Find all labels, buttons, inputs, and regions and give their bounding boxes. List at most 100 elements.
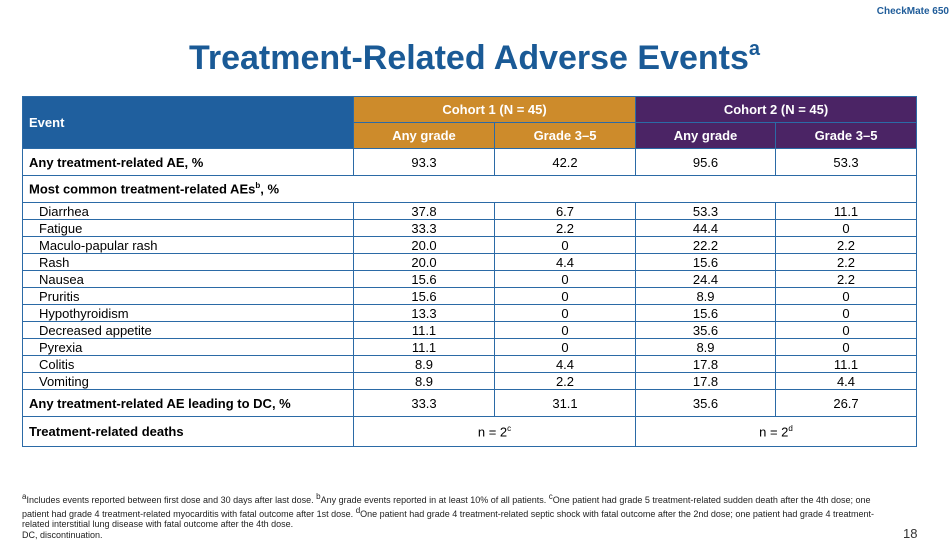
table-cell: 0: [494, 287, 636, 305]
footnote-mark: b: [255, 181, 261, 191]
row-label: Hypothyroidism: [22, 304, 354, 322]
table-cell: 8.9: [353, 372, 495, 390]
study-tag: CheckMate 650: [876, 6, 949, 17]
table-cell: 15.6: [353, 287, 495, 305]
table-cell: 8.9: [353, 355, 495, 373]
cohort2-header: Cohort 2 (N = 45): [635, 96, 917, 123]
table-cell: 37.8: [353, 202, 495, 220]
table-cell: 0: [494, 270, 636, 288]
page-title: Treatment-Related Adverse Eventsa: [0, 38, 949, 78]
table-row-any-trae: Any treatment-related AE, % 93.3 42.2 95…: [22, 148, 917, 176]
abbreviation-line: DC, discontinuation.: [22, 529, 103, 540]
table-row-dc: Any treatment-related AE leading to DC, …: [22, 389, 917, 417]
table-row-deaths: Treatment-related deaths n = 2c n = 2d: [22, 416, 917, 447]
cohort2-deaths-value: n = 2: [759, 424, 789, 440]
table-cell: 53.3: [775, 148, 917, 176]
footnote-c-mark: c: [548, 492, 553, 501]
table-cell: 4.4: [494, 355, 636, 373]
table-cell: 20.0: [353, 236, 495, 254]
footnote-b-text: Any grade events reported in at least 10…: [320, 495, 547, 505]
table-cell: 35.6: [635, 321, 776, 339]
adverse-events-table: Event Cohort 1 (N = 45) Cohort 2 (N = 45…: [22, 96, 917, 447]
table-cell: 8.9: [635, 287, 776, 305]
table-row: Maculo-papular rash 20.0 0 22.2 2.2: [22, 236, 917, 254]
table-cell: 2.2: [494, 219, 636, 237]
table-cell: 93.3: [353, 148, 495, 176]
footnote-mark: d: [788, 423, 793, 433]
section-label: Most common treatment-related AEsb, %: [22, 175, 917, 203]
table-cell: 20.0: [353, 253, 495, 271]
table-cell: 0: [494, 304, 636, 322]
table-cell: 11.1: [353, 338, 495, 356]
table-cell: 33.3: [353, 219, 495, 237]
section-label-suffix: , %: [260, 181, 280, 197]
table-cell: 4.4: [494, 253, 636, 271]
table-cell: 0: [775, 219, 917, 237]
table-row: Diarrhea 37.8 6.7 53.3 11.1: [22, 202, 917, 220]
table-cell: 11.1: [775, 202, 917, 220]
table-row: Fatigue 33.3 2.2 44.4 0: [22, 219, 917, 237]
table-row: Pyrexia 11.1 0 8.9 0: [22, 338, 917, 356]
cohort1-header: Cohort 1 (N = 45): [353, 96, 636, 123]
row-label: Nausea: [22, 270, 354, 288]
table-row-most-common: Most common treatment-related AEsb, %: [22, 175, 917, 203]
table-cell: 2.2: [775, 236, 917, 254]
table-cell: 0: [494, 338, 636, 356]
table-cell: 2.2: [775, 253, 917, 271]
table-cell: 15.6: [353, 270, 495, 288]
table-row: Vomiting 8.9 2.2 17.8 4.4: [22, 372, 917, 390]
table-cell: 24.4: [635, 270, 776, 288]
table-cell: 53.3: [635, 202, 776, 220]
table-row: Pruritis 15.6 0 8.9 0: [22, 287, 917, 305]
table-cell: 31.1: [494, 389, 636, 417]
table-cell: 17.8: [635, 372, 776, 390]
common-ae-rows: Diarrhea 37.8 6.7 53.3 11.1 Fatigue 33.3 2.2 44.…: [22, 202, 917, 390]
table-row: Rash 20.0 4.4 15.6 2.2: [22, 253, 917, 271]
footnote-c-text: One patient had grade 5 treatment-relate…: [22, 495, 871, 519]
footnote-block: aIncludes events reported between first …: [22, 492, 892, 530]
title-text: Treatment-Related Adverse Events: [188, 39, 749, 77]
table-cell: 6.7: [494, 202, 636, 220]
cohort1-deaths-value: n = 2: [477, 424, 508, 440]
footnote-d-mark: d: [355, 505, 361, 515]
table-cell: 22.2: [635, 236, 776, 254]
table-row: Nausea 15.6 0 24.4 2.2: [22, 270, 917, 288]
footnote-a-mark: a: [22, 492, 27, 501]
footnote-a-text: Includes events reported between first d…: [26, 495, 314, 505]
table-cell: 15.6: [635, 253, 776, 271]
table-cell: 8.9: [635, 338, 776, 356]
page-number: 18: [903, 526, 918, 541]
table-cell: 44.4: [635, 219, 776, 237]
table-row: Colitis 8.9 4.4 17.8 11.1: [22, 355, 917, 373]
table-cell: 0: [494, 236, 636, 254]
table-cell: 42.2: [494, 148, 636, 176]
table-cell: 2.2: [775, 270, 917, 288]
row-label: Pruritis: [22, 287, 354, 305]
cohort2-deaths-cell: n = 2d: [635, 416, 917, 447]
cohort2-grade-3-5-header: Grade 3–5: [775, 122, 917, 149]
table-cell: 95.6: [635, 148, 776, 176]
row-label: Treatment-related deaths: [22, 416, 354, 447]
footnote-mark: c: [507, 423, 512, 433]
table-cell: 15.6: [635, 304, 776, 322]
table-cell: 35.6: [635, 389, 776, 417]
table-cell: 26.7: [775, 389, 917, 417]
cohort1-deaths-cell: n = 2c: [353, 416, 636, 447]
table-cell: 33.3: [353, 389, 495, 417]
event-column-header: Event: [22, 96, 354, 149]
row-label: Diarrhea: [22, 202, 354, 220]
table-cell: 11.1: [353, 321, 495, 339]
row-label: Colitis: [22, 355, 354, 373]
table-cell: 0: [775, 321, 917, 339]
table-cell: 4.4: [775, 372, 917, 390]
table-cell: 13.3: [353, 304, 495, 322]
table-cell: 0: [494, 321, 636, 339]
table-cell: 0: [775, 287, 917, 305]
cohort1-grade-3-5-header: Grade 3–5: [494, 122, 636, 149]
row-label: Any treatment-related AE leading to DC, …: [22, 389, 354, 417]
table-cell: 0: [775, 338, 917, 356]
table-cell: 17.8: [635, 355, 776, 373]
row-label: Decreased appetite: [22, 321, 354, 339]
footnote-d-text: One patient had grade 4 treatment-relate…: [22, 508, 874, 530]
row-label: Maculo-papular rash: [22, 236, 354, 254]
